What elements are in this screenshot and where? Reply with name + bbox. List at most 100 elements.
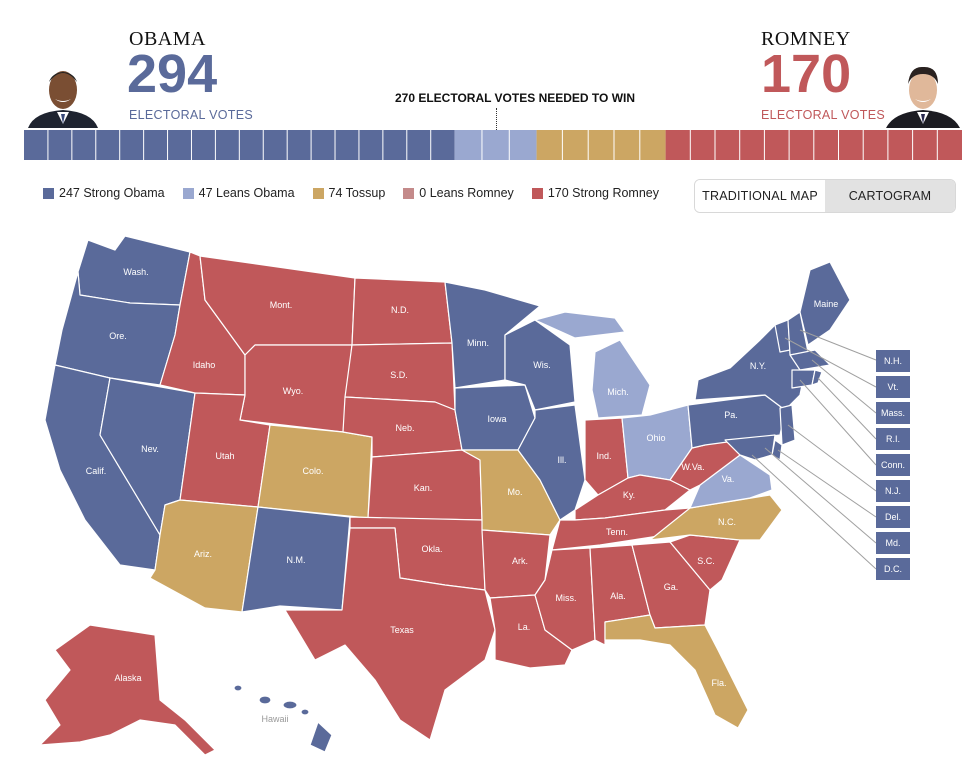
leader-line (817, 377, 877, 440)
label-id: Idaho (193, 360, 216, 370)
label-in: Ind. (596, 451, 611, 461)
state-nm[interactable] (241, 506, 351, 613)
leader-line (784, 337, 877, 388)
leader-line (799, 329, 877, 361)
small-state-dc[interactable]: D.C. (876, 558, 910, 580)
leader-line (777, 449, 877, 518)
obama-photo (24, 62, 102, 128)
state-me[interactable] (799, 261, 851, 346)
small-state-nh[interactable]: N.H. (876, 350, 910, 372)
label-nc: N.C. (718, 517, 736, 527)
legend-label: 247 Strong Obama (59, 186, 165, 200)
hawaii-island[interactable] (309, 721, 333, 753)
state-sc[interactable] (669, 534, 741, 591)
state-ak[interactable] (39, 624, 216, 756)
label-la: La. (518, 622, 531, 632)
leader-line (799, 379, 877, 466)
state-co[interactable] (257, 424, 373, 519)
small-state-nj[interactable]: N.J. (876, 480, 910, 502)
label-nd: N.D. (391, 305, 409, 315)
state-mi-up[interactable] (534, 311, 626, 339)
label-oh: Ohio (646, 433, 665, 443)
label-hi: Hawaii (261, 714, 288, 724)
legend-label: 74 Tossup (328, 186, 386, 200)
label-ia: Iowa (487, 414, 506, 424)
label-mt: Mont. (270, 300, 293, 310)
state-md[interactable] (724, 434, 776, 461)
traditional-map-button[interactable]: TRADITIONAL MAP (695, 180, 825, 212)
label-me: Maine (814, 299, 839, 309)
state-nj[interactable] (779, 404, 796, 446)
label-nm: N.M. (287, 555, 306, 565)
legend-swatch (312, 187, 324, 199)
state-ri[interactable] (811, 369, 823, 386)
state-fl[interactable] (604, 614, 749, 729)
label-mo: Mo. (507, 487, 522, 497)
label-ks: Kan. (414, 483, 433, 493)
label-ky: Ky. (623, 490, 635, 500)
legend-swatch (531, 187, 543, 199)
legend-label: 170 Strong Romney (547, 186, 659, 200)
label-ak: Alaska (114, 673, 141, 683)
label-ga: Ga. (664, 582, 679, 592)
electoral-vote-bar (24, 130, 962, 160)
hawaii-island[interactable] (233, 684, 243, 692)
romney-votes-label: ELECTORAL VOTES (761, 108, 885, 122)
label-or: Ore. (109, 331, 127, 341)
legend-item-strong-romney: 170 Strong Romney (531, 186, 659, 200)
state-ma[interactable] (789, 349, 831, 371)
label-al: Ala. (610, 591, 626, 601)
cartogram-button[interactable]: CARTOGRAM (825, 180, 955, 212)
label-az: Ariz. (194, 549, 212, 559)
label-wv: W.Va. (681, 462, 704, 472)
label-il: Ill. (558, 455, 567, 465)
hawaii-island[interactable] (282, 700, 298, 710)
state-mi[interactable] (591, 339, 651, 419)
state-wi[interactable] (504, 319, 576, 411)
label-ny: N.Y. (750, 361, 766, 371)
small-state-vt[interactable]: Vt. (876, 376, 910, 398)
legend-item-leans-obama: 47 Leans Obama (182, 186, 295, 200)
label-co: Colo. (302, 466, 323, 476)
label-sc: S.C. (697, 556, 715, 566)
label-ms: Miss. (556, 593, 577, 603)
label-ca: Calif. (86, 466, 107, 476)
votes-needed-marker (496, 108, 497, 130)
small-state-ma[interactable]: Mass. (876, 402, 910, 424)
small-state-de[interactable]: Del. (876, 506, 910, 528)
small-state-ct[interactable]: Conn. (876, 454, 910, 476)
us-map: Wash. Ore. Calif. Nev. Idaho Mont. Wyo. … (39, 235, 877, 756)
hawaii-island[interactable] (258, 695, 272, 705)
legend: 247 Strong Obama 47 Leans Obama 74 Tossu… (43, 186, 677, 200)
legend-swatch (403, 187, 415, 199)
label-wi: Wis. (533, 360, 551, 370)
state-hi[interactable] (233, 684, 333, 753)
label-va: Va. (722, 474, 735, 484)
label-ut: Utah (215, 451, 234, 461)
label-mn: Minn. (467, 338, 489, 348)
label-tx: Texas (390, 625, 414, 635)
legend-swatch (182, 187, 194, 199)
romney-name: ROMNEY (761, 28, 851, 50)
legend-label: 47 Leans Obama (198, 186, 295, 200)
small-state-ri[interactable]: R.I. (876, 428, 910, 450)
label-wy: Wyo. (283, 386, 303, 396)
label-ne: Neb. (395, 423, 414, 433)
label-ar: Ark. (512, 556, 528, 566)
label-tn: Tenn. (606, 527, 628, 537)
leader-line (764, 447, 877, 544)
label-ok: Okla. (421, 544, 442, 554)
leader-line (787, 424, 877, 492)
romney-photo (884, 62, 962, 128)
legend-item-strong-obama: 247 Strong Obama (43, 186, 165, 200)
romney-votes: 170 (761, 44, 852, 104)
state-tx[interactable] (284, 527, 496, 741)
obama-votes-label: ELECTORAL VOTES (129, 108, 253, 122)
label-nv: Nev. (141, 444, 159, 454)
votes-needed-label: 270 ELECTORAL VOTES NEEDED TO WIN (394, 91, 636, 105)
small-state-md[interactable]: Md. (876, 532, 910, 554)
bar-segment-tossup (536, 130, 666, 160)
label-mi: Mich. (607, 387, 629, 397)
map-view-toggle: TRADITIONAL MAP CARTOGRAM (694, 179, 956, 213)
hawaii-island[interactable] (300, 708, 310, 716)
